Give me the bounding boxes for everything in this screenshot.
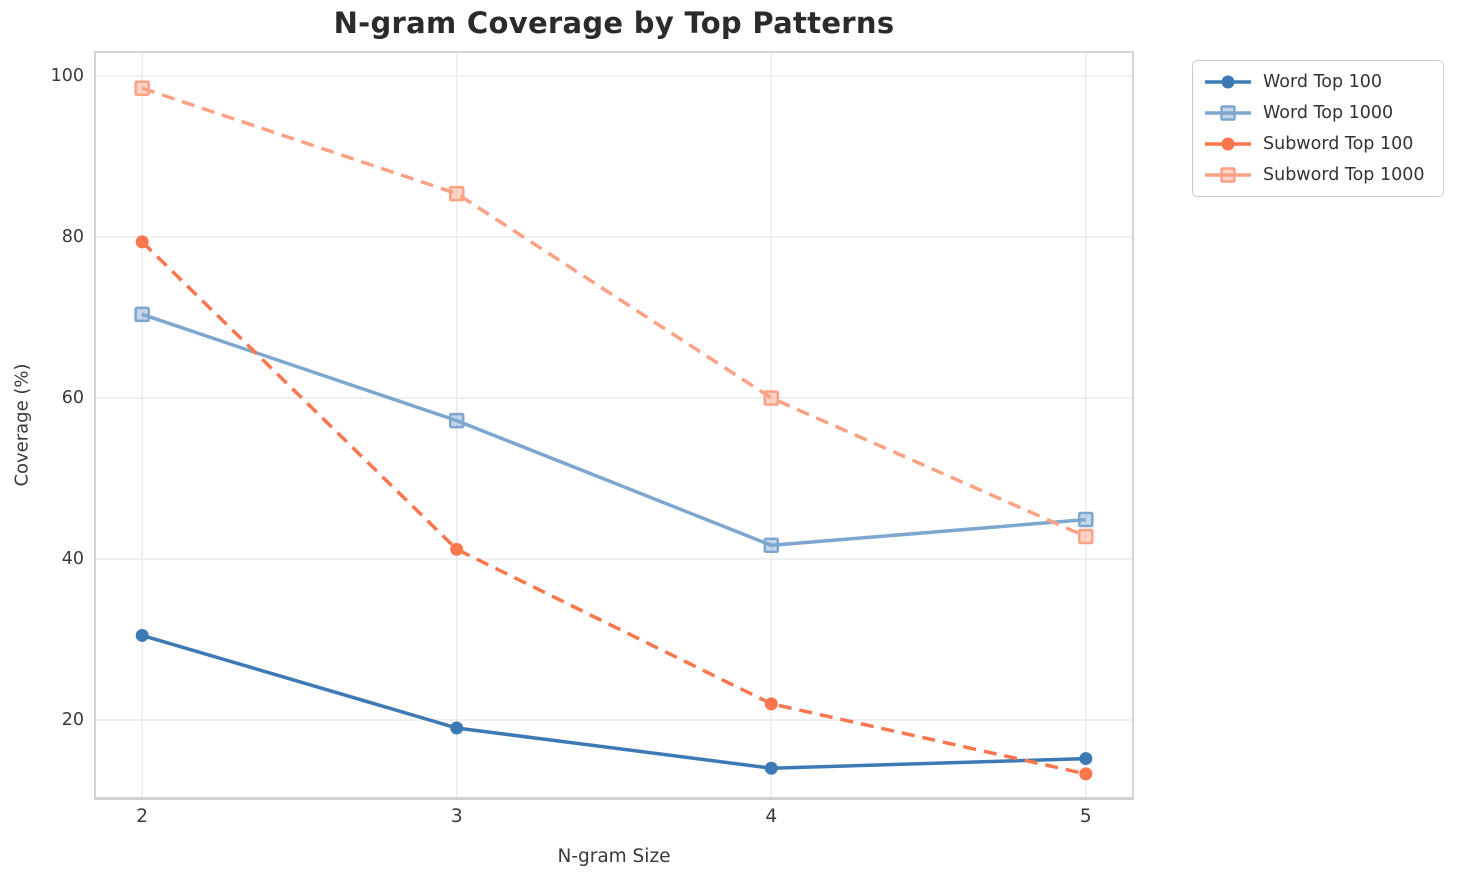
legend-item-subword-top-1000: Subword Top 1000 (1205, 164, 1425, 186)
marker-circle-2 (450, 542, 464, 556)
marker-square-3 (134, 80, 150, 96)
series-line-0 (141, 633, 1086, 770)
y-tick-label: 20 (61, 709, 84, 730)
legend-item-word-top-100: Word Top 100 (1205, 71, 1425, 93)
marker-square-1 (448, 412, 465, 429)
legend-label: Subword Top 100 (1263, 134, 1414, 154)
marker-circle-0 (1079, 752, 1093, 766)
series-line-2 (140, 240, 1087, 776)
marker-circle-0 (450, 721, 464, 735)
chart-title: N-gram Coverage by Top Patterns (333, 6, 895, 40)
marker-square-3 (448, 185, 465, 202)
legend-sample-line-icon (1205, 75, 1251, 89)
marker-circle-2 (135, 235, 149, 249)
marker-circle-0 (135, 628, 149, 642)
marker-square-3 (1078, 528, 1094, 545)
marker-circle-2 (1079, 767, 1093, 781)
marker-square-1 (134, 306, 150, 323)
plot-background (95, 52, 1133, 798)
marker-circle-0 (764, 761, 778, 775)
x-tick-label: 3 (450, 806, 463, 827)
series-line-1 (141, 312, 1086, 548)
y-tick-label: 60 (61, 388, 84, 409)
legend-item-subword-top-100: Subword Top 100 (1205, 133, 1425, 155)
legend-sample-dashed-line-icon (1205, 167, 1251, 183)
marker-square-1 (1078, 511, 1094, 528)
y-tick-label: 80 (61, 227, 84, 248)
legend-sample-line-icon (1205, 105, 1251, 121)
marker-circle-2 (764, 697, 778, 711)
legend-sample-dashed-line-icon (1205, 137, 1251, 151)
legend: Word Top 100 Word Top 1000 Subword Top 100… (1192, 60, 1444, 197)
y-tick-label: 40 (61, 548, 84, 569)
legend-label: Subword Top 1000 (1263, 165, 1425, 185)
x-tick-label: 2 (136, 806, 149, 827)
x-tick-label: 5 (1079, 806, 1092, 827)
marker-square-1 (763, 537, 780, 554)
legend-item-word-top-1000: Word Top 1000 (1205, 102, 1425, 124)
x-tick-label: 4 (765, 806, 778, 827)
x-axis-label: N-gram Size (557, 846, 671, 867)
y-tick-label: 100 (50, 66, 84, 87)
marker-square-3 (763, 390, 780, 406)
legend-label: Word Top 1000 (1263, 103, 1394, 123)
legend-label: Word Top 100 (1263, 72, 1383, 92)
